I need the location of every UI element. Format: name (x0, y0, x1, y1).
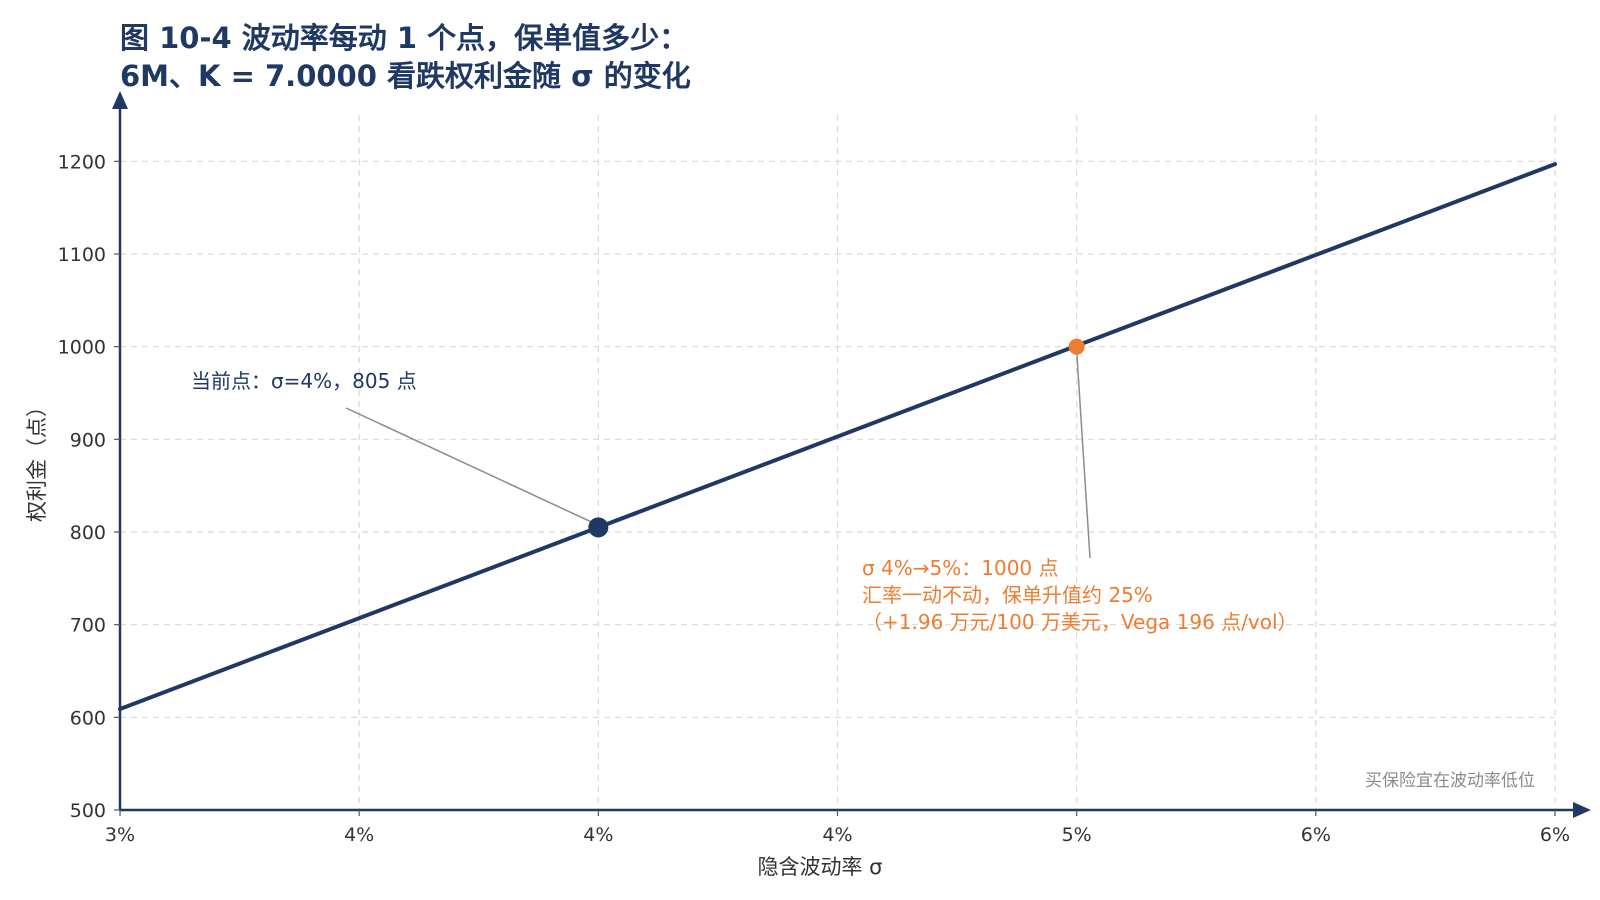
y-tick-label: 700 (70, 615, 106, 637)
highlight-points (588, 338, 1085, 538)
corner-note: 买保险宜在波动率低位 (1365, 771, 1535, 791)
x-tick-label: 4% (583, 824, 613, 846)
current-point-marker (588, 517, 609, 538)
annotation-leader-vol-move (1075, 350, 1091, 559)
y-tick-label: 1200 (58, 151, 106, 173)
y-axis-arrow-icon (112, 91, 128, 109)
chart-title-line-2: 6M、K = 7.0000 看跌权利金随 σ 的变化 (120, 59, 691, 93)
series (118, 162, 1557, 711)
annotation-leader-current (345, 407, 595, 525)
y-tick-label: 1000 (58, 337, 106, 359)
x-tick-label: 6% (1301, 824, 1331, 846)
vol-move-point-marker (1068, 338, 1085, 355)
x-tick-label: 6% (1540, 824, 1570, 846)
x-tick-label: 4% (344, 824, 374, 846)
annotation-current-point-text: 当前点：σ=4%，805 点 (191, 369, 417, 393)
chart-title-line-1: 图 10-4 波动率每动 1 个点，保单值多少： (120, 21, 688, 55)
annotation-vol-move-line-1: σ 4%→5%：1000 点 (862, 556, 1059, 580)
x-tick-label: 4% (822, 824, 852, 846)
axes (112, 91, 1591, 818)
annotation-vol-move-line-2: 汇率一动不动，保单升值约 25% (862, 583, 1153, 607)
x-tick-label: 3% (105, 824, 135, 846)
y-tick-label: 600 (70, 707, 106, 729)
y-tick-label: 1100 (58, 244, 106, 266)
annotation-vol-move-line-3: （+1.96 万元/100 万美元，Vega 196 点/vol） (862, 610, 1298, 634)
y-tick-label: 900 (70, 429, 106, 451)
ticks: 3% 4% 4% 4% 5% 6% 6% 500 600 700 800 900 1000 1100 120… (58, 151, 1570, 846)
y-tick-label: 500 (70, 800, 106, 822)
y-tick-label: 800 (70, 522, 106, 544)
x-axis-label: 隐含波动率 σ (758, 855, 883, 879)
series-line (118, 162, 1557, 711)
grid (120, 115, 1556, 810)
x-axis-arrow-icon (1573, 802, 1591, 818)
annotation-leaders (345, 350, 1091, 559)
x-tick-label: 5% (1062, 824, 1092, 846)
y-axis-label: 权利金（点） (25, 396, 49, 522)
